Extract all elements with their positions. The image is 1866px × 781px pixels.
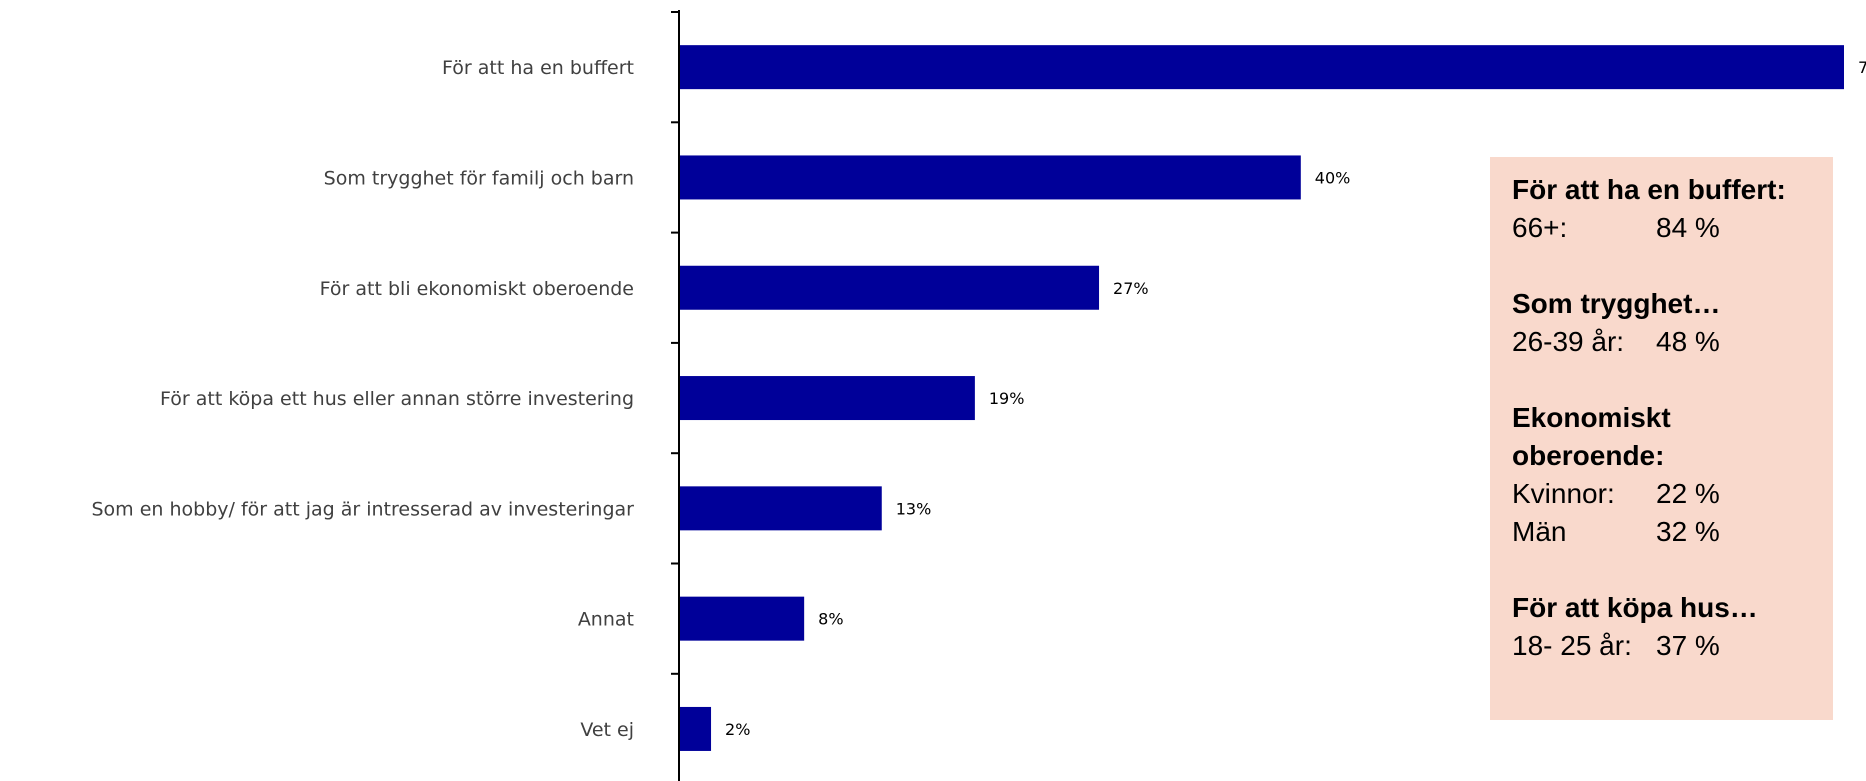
- category-label: För att bli ekonomiskt oberoende: [320, 278, 634, 300]
- callout-value: 48 %: [1656, 326, 1720, 357]
- value-label: 8%: [818, 610, 843, 629]
- callout-section-oberoende: Ekonomiskt oberoende: Kvinnor: 22 % Män …: [1512, 399, 1811, 551]
- category-label: För att ha en buffert: [442, 57, 634, 79]
- value-label: 2%: [725, 720, 750, 739]
- callout-key: 26-39 år:: [1512, 326, 1625, 357]
- callout-key: 66+:: [1512, 212, 1568, 243]
- callout-row: Män 32 %: [1512, 513, 1811, 551]
- value-label: 40%: [1315, 168, 1351, 187]
- callout-row: 18- 25 år: 37 %: [1512, 627, 1811, 665]
- bar: [680, 265, 1100, 310]
- bar: [680, 706, 712, 751]
- bar: [680, 45, 1844, 90]
- callout-value: 32 %: [1656, 516, 1720, 547]
- callout-heading: Ekonomiskt oberoende:: [1512, 402, 1671, 471]
- callout-value: 84 %: [1656, 212, 1720, 243]
- value-label: 75%: [1858, 58, 1866, 77]
- callout-section-trygghet: Som trygghet… 26-39 år: 48 %: [1512, 285, 1811, 361]
- value-label: 13%: [896, 499, 932, 518]
- bar: [680, 596, 805, 641]
- bar: [680, 155, 1301, 200]
- callout-section-buffert: För att ha en buffert: 66+: 84 %: [1512, 171, 1811, 247]
- category-label: Som trygghet för familj och barn: [324, 167, 634, 189]
- callout-row: 66+: 84 %: [1512, 209, 1811, 247]
- callout-key: Män: [1512, 516, 1567, 547]
- category-label: Som en hobby/ för att jag är intresserad…: [91, 498, 634, 520]
- value-label: 27%: [1113, 279, 1149, 298]
- callout-section-hus: För att köpa hus… 18- 25 år: 37 %: [1512, 589, 1811, 665]
- callout-key: 18- 25 år:: [1512, 630, 1632, 661]
- category-label: Vet ej: [580, 719, 634, 741]
- category-label: För att köpa ett hus eller annan större …: [160, 388, 634, 410]
- value-label: 19%: [989, 389, 1025, 408]
- callout-heading: För att köpa hus…: [1512, 592, 1758, 623]
- callout-box: För att ha en buffert: 66+: 84 % Som try…: [1490, 157, 1833, 720]
- callout-row: Kvinnor: 22 %: [1512, 475, 1811, 513]
- callout-key: Kvinnor:: [1512, 478, 1615, 509]
- callout-row: 26-39 år: 48 %: [1512, 323, 1811, 361]
- bar: [680, 376, 975, 421]
- callout-heading: Som trygghet…: [1512, 288, 1721, 319]
- bar: [680, 486, 882, 531]
- callout-heading: För att ha en buffert:: [1512, 174, 1786, 205]
- callout-value: 37 %: [1656, 630, 1720, 661]
- callout-value: 22 %: [1656, 478, 1720, 509]
- category-label: Annat: [578, 609, 634, 631]
